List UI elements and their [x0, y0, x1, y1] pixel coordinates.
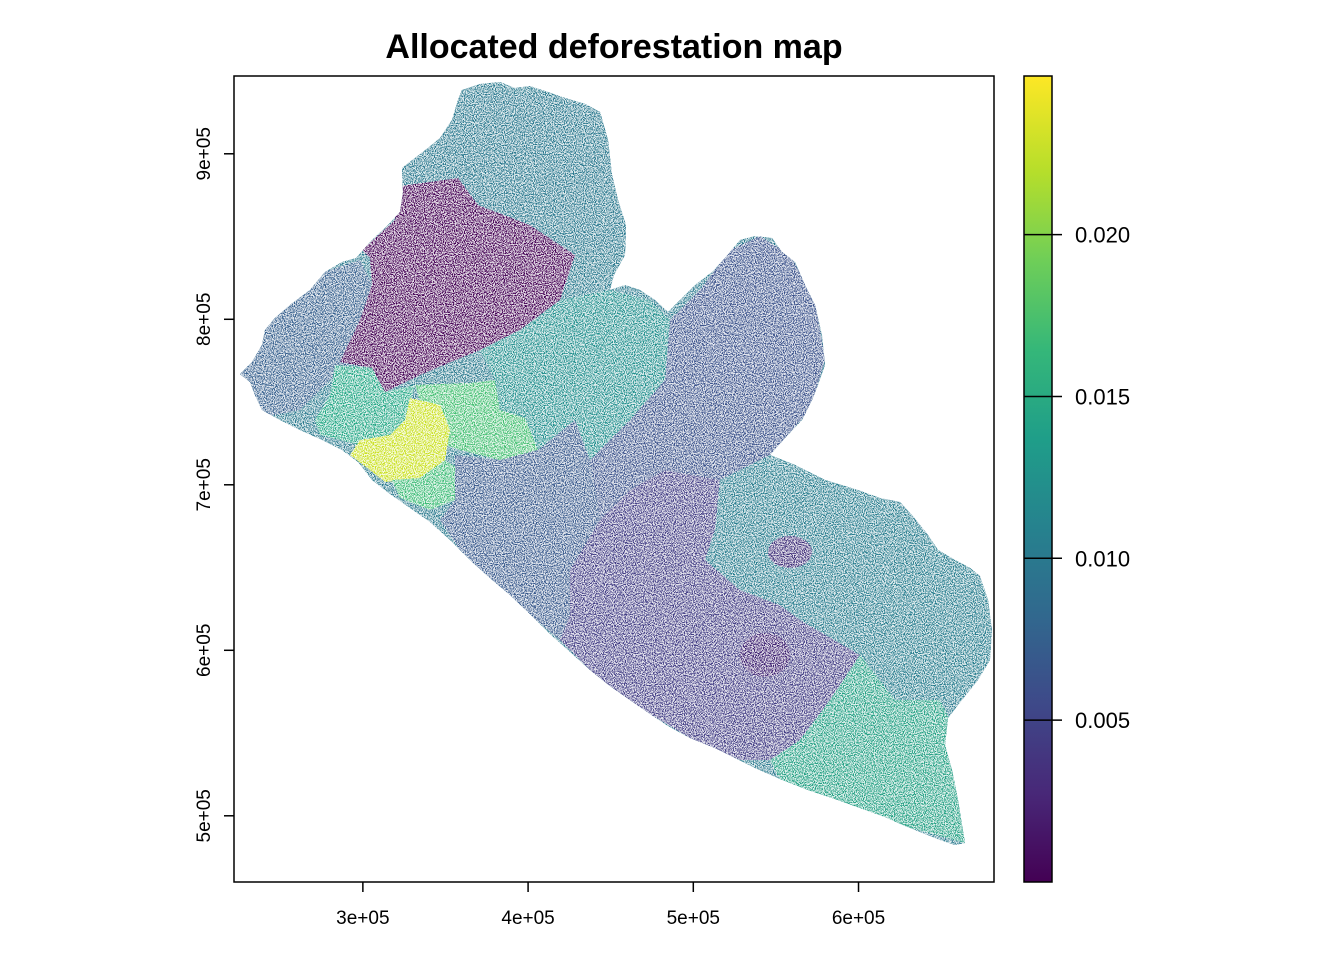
map-title: Allocated deforestation map: [385, 28, 842, 66]
y-axis: 5e+05 6e+05 7e+05 8e+05 9e+05: [194, 127, 234, 842]
colorbar-legend: 0.005 0.010 0.015 0.020: [1023, 75, 1130, 883]
colorbar-tick-label: 0.005: [1075, 708, 1130, 733]
raster-gaps: [240, 82, 992, 845]
y-tick-label: 7e+05: [194, 458, 215, 511]
colorbar-tick-label: 0.010: [1075, 546, 1130, 571]
x-tick-label: 4e+05: [501, 908, 554, 929]
x-tick-label: 3e+05: [336, 908, 389, 929]
colorbar-gradient: [1023, 75, 1053, 883]
deforestation-raster: [240, 82, 992, 845]
y-tick-label: 8e+05: [194, 293, 215, 346]
x-tick-label: 5e+05: [667, 908, 720, 929]
x-tick-label: 6e+05: [832, 908, 885, 929]
colorbar-tick-label: 0.015: [1075, 384, 1130, 409]
y-tick-label: 9e+05: [194, 127, 215, 180]
plot-frame: [233, 75, 995, 883]
y-tick-label: 6e+05: [194, 624, 215, 677]
x-axis: 3e+05 4e+05 5e+05 6e+05: [336, 882, 885, 929]
y-tick-label: 5e+05: [194, 789, 215, 842]
colorbar-tick-label: 0.020: [1075, 223, 1130, 248]
